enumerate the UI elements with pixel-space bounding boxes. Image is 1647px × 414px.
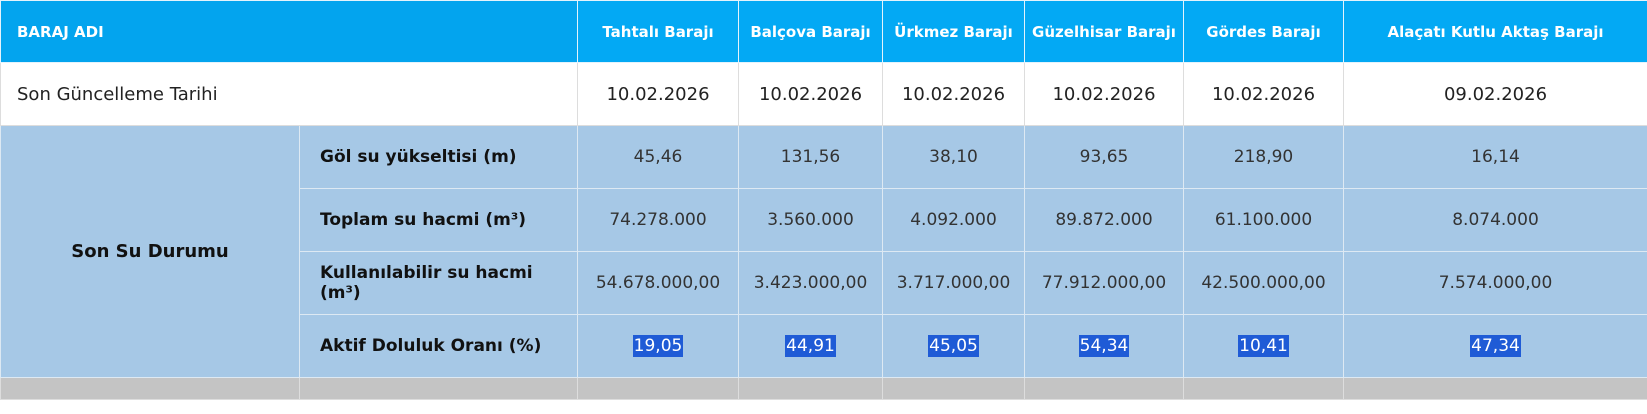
- update-date-cell: 10.02.2026: [1183, 62, 1344, 126]
- lake-level-row: Son Su Durumu Göl su yükseltisi (m) 45,4…: [0, 125, 1647, 378]
- empty-cell: [1343, 377, 1647, 400]
- header-dam-balcova: Balçova Barajı: [738, 0, 883, 63]
- data-cell: 7.574.000,00: [1343, 251, 1647, 315]
- data-cell[interactable]: 44,91: [738, 314, 883, 378]
- data-cell: 3.423.000,00: [738, 251, 883, 315]
- data-cell: 8.074.000: [1343, 188, 1647, 252]
- update-date-cell: 10.02.2026: [882, 62, 1025, 126]
- data-cell: 89.872.000: [1024, 188, 1184, 252]
- empty-cell: [1183, 377, 1344, 400]
- header-dam-tahtali: Tahtalı Barajı: [577, 0, 739, 63]
- row-label: Göl su yükseltisi (m): [299, 125, 578, 189]
- header-dam-alacati: Alaçatı Kutlu Aktaş Barajı: [1343, 0, 1647, 63]
- usable-volume-row: Kullanılabilir su hacmi (m³) 54.678.000,…: [1, 251, 1647, 315]
- update-date-cell: 10.02.2026: [1024, 62, 1184, 126]
- header-dam-name-label: BARAJ ADI: [0, 0, 578, 63]
- row-label: Aktif Doluluk Oranı (%): [299, 314, 578, 378]
- selected-text[interactable]: 47,34: [1470, 335, 1521, 357]
- row-label: Kullanılabilir su hacmi (m³): [299, 251, 578, 315]
- header-dam-urkmez: Ürkmez Barajı: [882, 0, 1025, 63]
- empty-cell: [1024, 377, 1184, 400]
- data-cell[interactable]: 47,34: [1343, 314, 1647, 378]
- data-cell: 93,65: [1024, 125, 1184, 189]
- selected-text[interactable]: 54,34: [1078, 335, 1130, 357]
- header-dam-guzelhisar: Güzelhisar Barajı: [1024, 0, 1184, 63]
- header-dam-gordes: Gördes Barajı: [1183, 0, 1344, 63]
- data-cell: 54.678.000,00: [577, 251, 739, 315]
- data-cell: 4.092.000: [882, 188, 1025, 252]
- update-date-row: Son Güncelleme Tarihi 10.02.2026 10.02.2…: [0, 62, 1647, 126]
- selected-text[interactable]: 45,05: [928, 335, 979, 357]
- empty-cell: [0, 377, 300, 400]
- data-cell[interactable]: 54,34: [1024, 314, 1184, 378]
- water-status-group-label: Son Su Durumu: [0, 125, 300, 378]
- empty-cell: [577, 377, 739, 400]
- data-cell: 131,56: [738, 125, 883, 189]
- next-row-partial: [0, 377, 1647, 400]
- data-cell: 42.500.000,00: [1183, 251, 1344, 315]
- data-cell: 61.100.000: [1183, 188, 1344, 252]
- data-cell[interactable]: 10,41: [1183, 314, 1344, 378]
- header-row: BARAJ ADI Tahtalı Barajı Balçova Barajı …: [0, 0, 1647, 63]
- selected-text[interactable]: 19,05: [632, 335, 684, 357]
- selected-text[interactable]: 10,41: [1238, 335, 1289, 357]
- update-date-cell: 10.02.2026: [577, 62, 739, 126]
- data-cell: 74.278.000: [577, 188, 739, 252]
- update-date-cell: 10.02.2026: [738, 62, 883, 126]
- empty-cell: [738, 377, 883, 400]
- empty-cell: [882, 377, 1025, 400]
- data-cell: 218,90: [1183, 125, 1344, 189]
- empty-cell: [299, 377, 578, 400]
- data-cell: 77.912.000,00: [1024, 251, 1184, 315]
- update-date-cell: 09.02.2026: [1343, 62, 1647, 126]
- active-fill-ratio-row: Aktif Doluluk Oranı (%) 19,05 44,91 45,0…: [1, 314, 1647, 378]
- selected-text[interactable]: 44,91: [785, 335, 836, 357]
- data-cell: 3.560.000: [738, 188, 883, 252]
- row-label: Toplam su hacmi (m³): [299, 188, 578, 252]
- dam-status-table: BARAJ ADI Tahtalı Barajı Balçova Barajı …: [0, 0, 1647, 400]
- data-cell: 45,46: [577, 125, 739, 189]
- data-cell: 38,10: [882, 125, 1025, 189]
- data-cell: 3.717.000,00: [882, 251, 1025, 315]
- data-cell[interactable]: 45,05: [882, 314, 1025, 378]
- data-cell: 16,14: [1343, 125, 1647, 189]
- data-cell[interactable]: 19,05: [577, 314, 739, 378]
- update-date-label: Son Güncelleme Tarihi: [0, 62, 578, 126]
- total-volume-row: Toplam su hacmi (m³) 74.278.000 3.560.00…: [1, 188, 1647, 252]
